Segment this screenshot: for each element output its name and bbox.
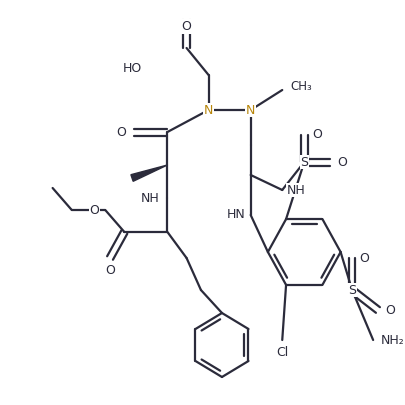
Polygon shape <box>130 165 167 181</box>
Text: CH₃: CH₃ <box>289 79 311 92</box>
Text: S: S <box>300 156 307 168</box>
Text: O: O <box>116 126 126 139</box>
Text: HO: HO <box>122 62 141 75</box>
Text: O: O <box>105 264 115 277</box>
Text: NH: NH <box>141 192 160 205</box>
Text: O: O <box>311 128 321 141</box>
Text: N: N <box>203 104 213 117</box>
Text: O: O <box>385 303 394 316</box>
Text: HN: HN <box>226 209 245 222</box>
Text: NH₂: NH₂ <box>380 333 403 347</box>
Text: NH: NH <box>286 183 305 196</box>
Text: O: O <box>337 156 347 168</box>
Text: O: O <box>90 203 99 217</box>
Text: O: O <box>181 20 191 33</box>
Text: Cl: Cl <box>275 346 288 359</box>
Text: O: O <box>359 252 369 264</box>
Text: S: S <box>347 284 355 296</box>
Text: N: N <box>245 104 255 117</box>
